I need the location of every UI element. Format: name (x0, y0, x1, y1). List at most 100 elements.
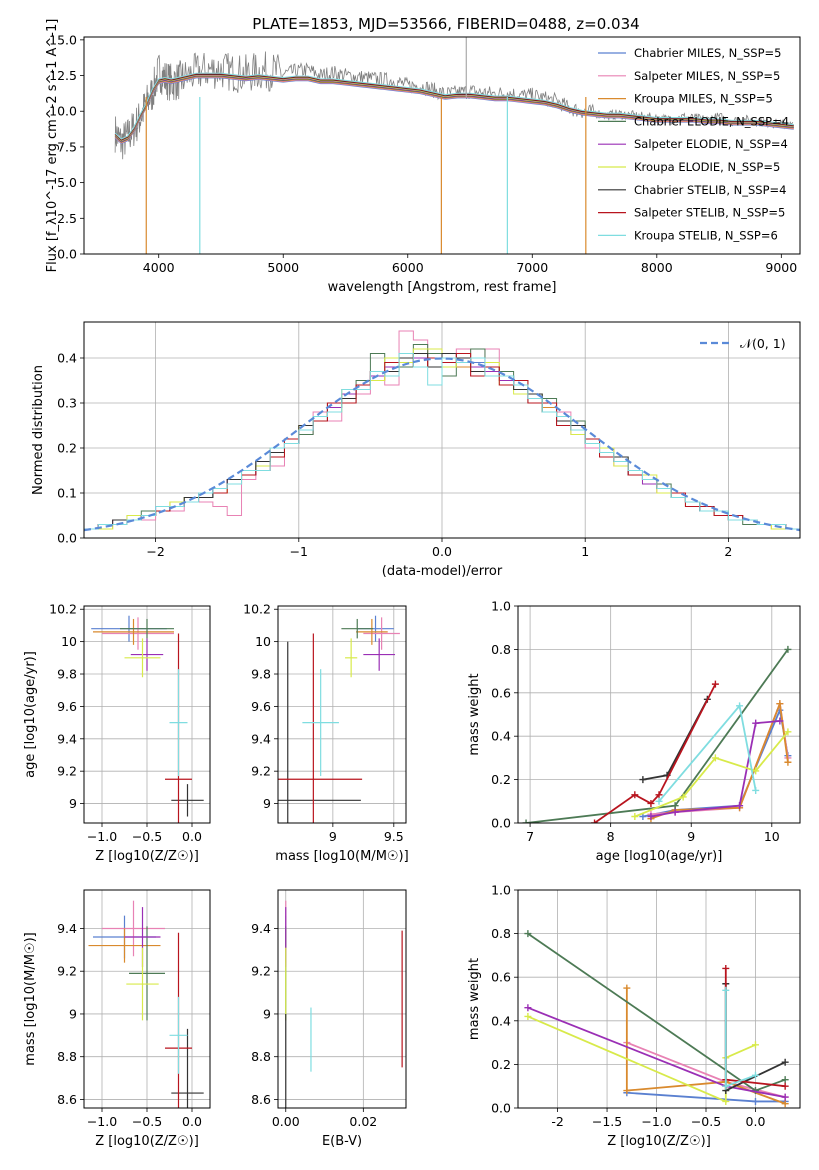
x-axis-label: age [log10(age/yr)] (596, 849, 723, 864)
weight-marker (722, 1097, 730, 1105)
y-tick-label: 9.2 (251, 964, 271, 979)
x-tick-label: 9.5 (384, 829, 404, 844)
weight-marker (623, 984, 631, 992)
y-tick-label: 0.8 (491, 642, 511, 657)
weight-marker (631, 812, 639, 820)
x-axis-label: wavelength [Angstrom, rest frame] (328, 280, 557, 295)
weight-marker (722, 1082, 730, 1090)
x-tick-label: 0.00 (272, 1114, 300, 1129)
plot-area (91, 615, 204, 823)
x-tick-label: 5000 (267, 260, 299, 275)
y-tick-label: 10.2 (49, 602, 77, 617)
x-tick-label: 0.0 (432, 544, 452, 559)
axes-frame (517, 605, 801, 824)
weight-marker (752, 719, 760, 727)
y-tick-label: 12.5 (49, 68, 77, 83)
x-tick-label: −1 (290, 544, 308, 559)
x-tick-label: −1.0 (87, 1114, 117, 1129)
y-tick-label: 9.4 (251, 921, 271, 936)
legend: 𝒩(0, 1) (700, 336, 786, 351)
y-tick-label: 1.0 (491, 599, 511, 614)
weight-marker (784, 728, 792, 736)
x-tick-label: 0.0 (182, 829, 202, 844)
weight-marker (522, 819, 530, 823)
y-axis-label: Normed distribution (31, 365, 46, 495)
y-tick-label: 0.4 (491, 1013, 511, 1028)
weight-marker (781, 1093, 789, 1101)
weight-marker (524, 1004, 532, 1012)
x-tick-label: 0.0 (746, 1114, 766, 1129)
y-tick-label: 10.0 (49, 104, 77, 119)
weight-marker (784, 758, 792, 766)
legend-label: Chabrier MILES, N_SSP=5 (634, 46, 781, 60)
y-tick-label: 8.8 (251, 1049, 271, 1064)
weight-marker (647, 799, 655, 807)
x-axis-label: mass [log10(M/M☉)] (275, 849, 408, 864)
y-tick-label: 0.1 (57, 486, 77, 501)
y-tick-label: 9.6 (57, 699, 77, 714)
x-tick-label: −0.5 (132, 829, 162, 844)
weight-marker (752, 786, 760, 794)
axes-frame (277, 605, 407, 824)
x-axis-label: Z [log10(Z/Z☉)] (95, 1134, 199, 1149)
x-tick-label: 7 (526, 829, 534, 844)
x-tick-label: −1.0 (641, 1114, 671, 1129)
legend-label: Kroupa MILES, N_SSP=5 (634, 92, 773, 106)
y-tick-label: 8.8 (57, 1049, 77, 1064)
x-tick-label: 9000 (765, 260, 797, 275)
weight-marker (679, 793, 687, 801)
panel-age-vs-mass: 9 9.5 9 9.2 9.4 9.6 9.8 10 10.2 mass [log10(M/M☉)… (243, 602, 409, 864)
panel-age-vs-Z: −1.0 −0.5 0.0 9 9.2 9.4 9.6 9.8 10 10.2 Z [log10(Z… (23, 602, 211, 864)
y-tick-label: 9 (69, 1006, 77, 1021)
y-tick-label: 0.4 (57, 351, 77, 366)
x-tick-label: 0.02 (349, 1114, 377, 1129)
y-tick-label: 9 (263, 796, 271, 811)
weight-marker (776, 700, 784, 708)
weight-marker (781, 1076, 789, 1084)
weight-marker (751, 1041, 759, 1049)
panel-mass-weight-vs-Z: -2 −1.5 −1.0 −0.5 0.0 0.0 0.2 0.4 0.6 0.8 1.0 Z [lo… (467, 883, 801, 1149)
weight-marker (591, 819, 599, 823)
y-tick-label: 5.0 (57, 175, 77, 190)
y-tick-label: 0.8 (491, 926, 511, 941)
model-spectrum-5 (114, 74, 794, 142)
legend-label: Chabrier ELODIE, N_SSP=4 (634, 114, 789, 128)
panel-mass-vs-EBV: 0.00 0.02 8.6 8.8 9 9.2 9.4 E(B-V) (251, 889, 407, 1149)
y-tick-label: 0.6 (491, 685, 511, 700)
y-tick-label: 7.5 (57, 139, 77, 154)
model-spectrum-3 (114, 75, 794, 143)
y-tick-label: 9 (69, 796, 77, 811)
y-axis-label: mass [log10(M/M☉)] (23, 932, 38, 1065)
legend-label: Salpeter STELIB, N_SSP=5 (634, 206, 785, 220)
chart-title: PLATE=1853, MJD=53566, FIBERID=0488, z=0… (252, 15, 639, 33)
weight-marker (751, 1071, 759, 1079)
x-tick-label: 0.0 (182, 1114, 202, 1129)
legend-label: Salpeter ELODIE, N_SSP=4 (634, 137, 788, 151)
x-tick-label: 4000 (143, 260, 175, 275)
weight-marker (711, 680, 719, 688)
y-tick-label: 0.2 (491, 772, 511, 787)
model-spectrum-8 (114, 72, 794, 140)
y-axis-label: mass weight (467, 958, 482, 1040)
y-axis-label: age [log10(age/yr)] (23, 651, 38, 778)
x-tick-label: 2 (724, 544, 732, 559)
weight-marker (751, 1097, 759, 1105)
weight-marker (752, 767, 760, 775)
y-tick-label: 9.2 (57, 764, 77, 779)
plot-area (88, 900, 204, 1108)
y-tick-label: 0.0 (57, 247, 77, 262)
y-tick-label: 9.8 (57, 667, 77, 682)
weight-marker (711, 754, 719, 762)
weight-marker (736, 802, 744, 810)
y-tick-label: 0.4 (491, 729, 511, 744)
y-tick-label: 2.5 (57, 211, 77, 226)
y-tick-label: 8.6 (57, 1092, 77, 1107)
model-spectrum-1 (114, 76, 794, 144)
weight-marker (781, 1058, 789, 1066)
panel-mass-vs-Z: −1.0 −0.5 0.0 8.6 8.8 9 9.2 9.4 Z [log10(Z/Z☉)] m… (23, 889, 211, 1149)
weight-marker (623, 1087, 631, 1095)
weight-marker (784, 645, 792, 653)
y-tick-label: 9.4 (251, 731, 271, 746)
y-tick-label: 9.2 (251, 764, 271, 779)
axes-frame (277, 889, 407, 1109)
